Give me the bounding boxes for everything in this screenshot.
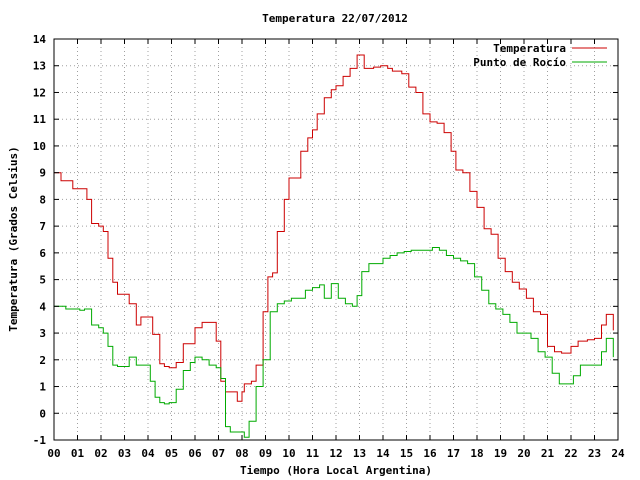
y-tick-label: 3 xyxy=(39,327,46,340)
y-tick-label: 2 xyxy=(39,354,46,367)
x-tick-label: 24 xyxy=(611,447,625,460)
x-tick-label: 17 xyxy=(447,447,460,460)
x-tick-label: 13 xyxy=(353,447,366,460)
x-tick-label: 09 xyxy=(259,447,272,460)
y-tick-label: 12 xyxy=(33,86,46,99)
legend-label: Temperatura xyxy=(493,42,566,55)
x-tick-label: 20 xyxy=(517,447,530,460)
y-tick-label: 8 xyxy=(39,193,46,206)
x-tick-label: 23 xyxy=(588,447,601,460)
x-tick-label: 02 xyxy=(94,447,107,460)
x-tick-label: 12 xyxy=(329,447,342,460)
series-group xyxy=(54,54,614,438)
x-tick-label: 08 xyxy=(235,447,248,460)
y-tick-label: 13 xyxy=(33,60,46,73)
x-tick-label: 11 xyxy=(306,447,320,460)
y-tick-label: 14 xyxy=(33,33,47,46)
y-tick-label: 1 xyxy=(39,381,46,394)
x-tick-label: 04 xyxy=(141,447,155,460)
x-tick-label: 01 xyxy=(71,447,85,460)
x-tick-label: 21 xyxy=(541,447,555,460)
x-tick-label: 18 xyxy=(470,447,483,460)
y-tick-label: 4 xyxy=(39,300,46,313)
y-tick-label: 11 xyxy=(33,113,47,126)
y-tick-label: 6 xyxy=(39,247,46,260)
legend-label: Punto de Rocío xyxy=(473,56,566,69)
x-tick-label: 15 xyxy=(400,447,413,460)
x-tick-label: 06 xyxy=(188,447,202,460)
series-line-punto-de-rocio xyxy=(54,247,614,438)
x-tick-label: 22 xyxy=(564,447,577,460)
x-tick-label: 00 xyxy=(47,447,60,460)
y-tick-label: 5 xyxy=(39,274,46,287)
x-tick-label: 14 xyxy=(376,447,390,460)
y-tick-label: 7 xyxy=(39,220,46,233)
series-line-temperatura xyxy=(54,54,614,402)
x-tick-label: 05 xyxy=(165,447,178,460)
x-tick-label: 10 xyxy=(282,447,295,460)
y-tick-label: 10 xyxy=(33,140,46,153)
x-axis-label: Tiempo (Hora Local Argentina) xyxy=(240,464,432,477)
x-tick-label: 03 xyxy=(118,447,131,460)
x-tick-label: 07 xyxy=(212,447,225,460)
x-tick-label: 19 xyxy=(494,447,507,460)
x-axis: 00 01 02 03 04 05 06 07 08 09 10 11 12 13 14 15 16 17 18 19… xyxy=(47,39,625,460)
x-tick-label: 16 xyxy=(423,447,437,460)
y-tick-label: 0 xyxy=(39,407,46,420)
y-tick-label: -1 xyxy=(33,434,47,447)
grid xyxy=(54,39,618,440)
y-axis-label: Temperatura (Grados Celsius) xyxy=(7,146,20,331)
y-tick-label: 9 xyxy=(39,167,46,180)
chart-title: Temperatura 22/07/2012 xyxy=(262,12,408,25)
